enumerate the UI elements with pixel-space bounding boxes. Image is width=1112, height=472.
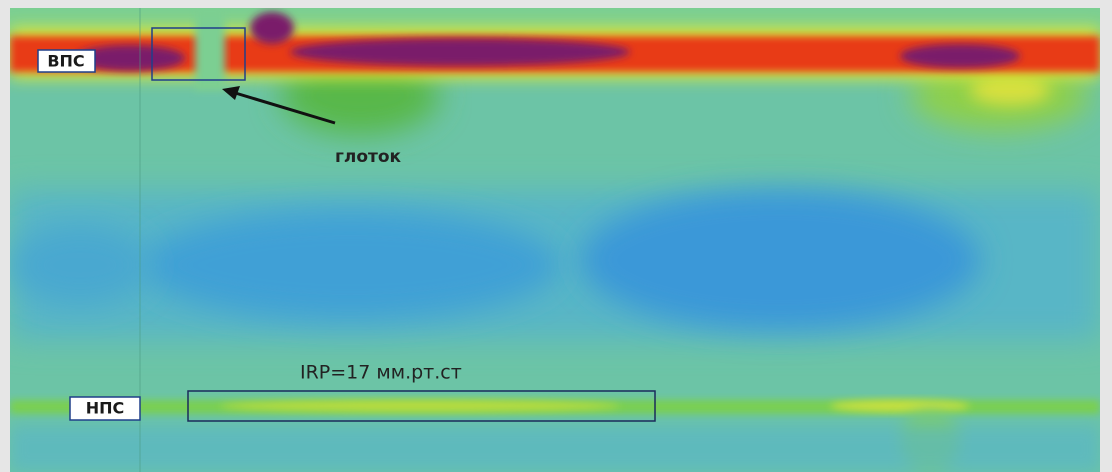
page: ВПС глоток IRP=17 мм.рт.ст НПС (() => { … — [0, 0, 1112, 472]
upper-sphincter-label: ВПС — [47, 52, 84, 71]
pharynx-label: глоток — [335, 147, 402, 167]
lower-sphincter-label: НПС — [86, 399, 125, 418]
irp-label: IRP=17 мм.рт.ст — [300, 362, 462, 384]
manometry-plot: ВПС глоток IRP=17 мм.рт.ст НПС — [0, 0, 1112, 472]
pressure-map — [10, 8, 1100, 472]
